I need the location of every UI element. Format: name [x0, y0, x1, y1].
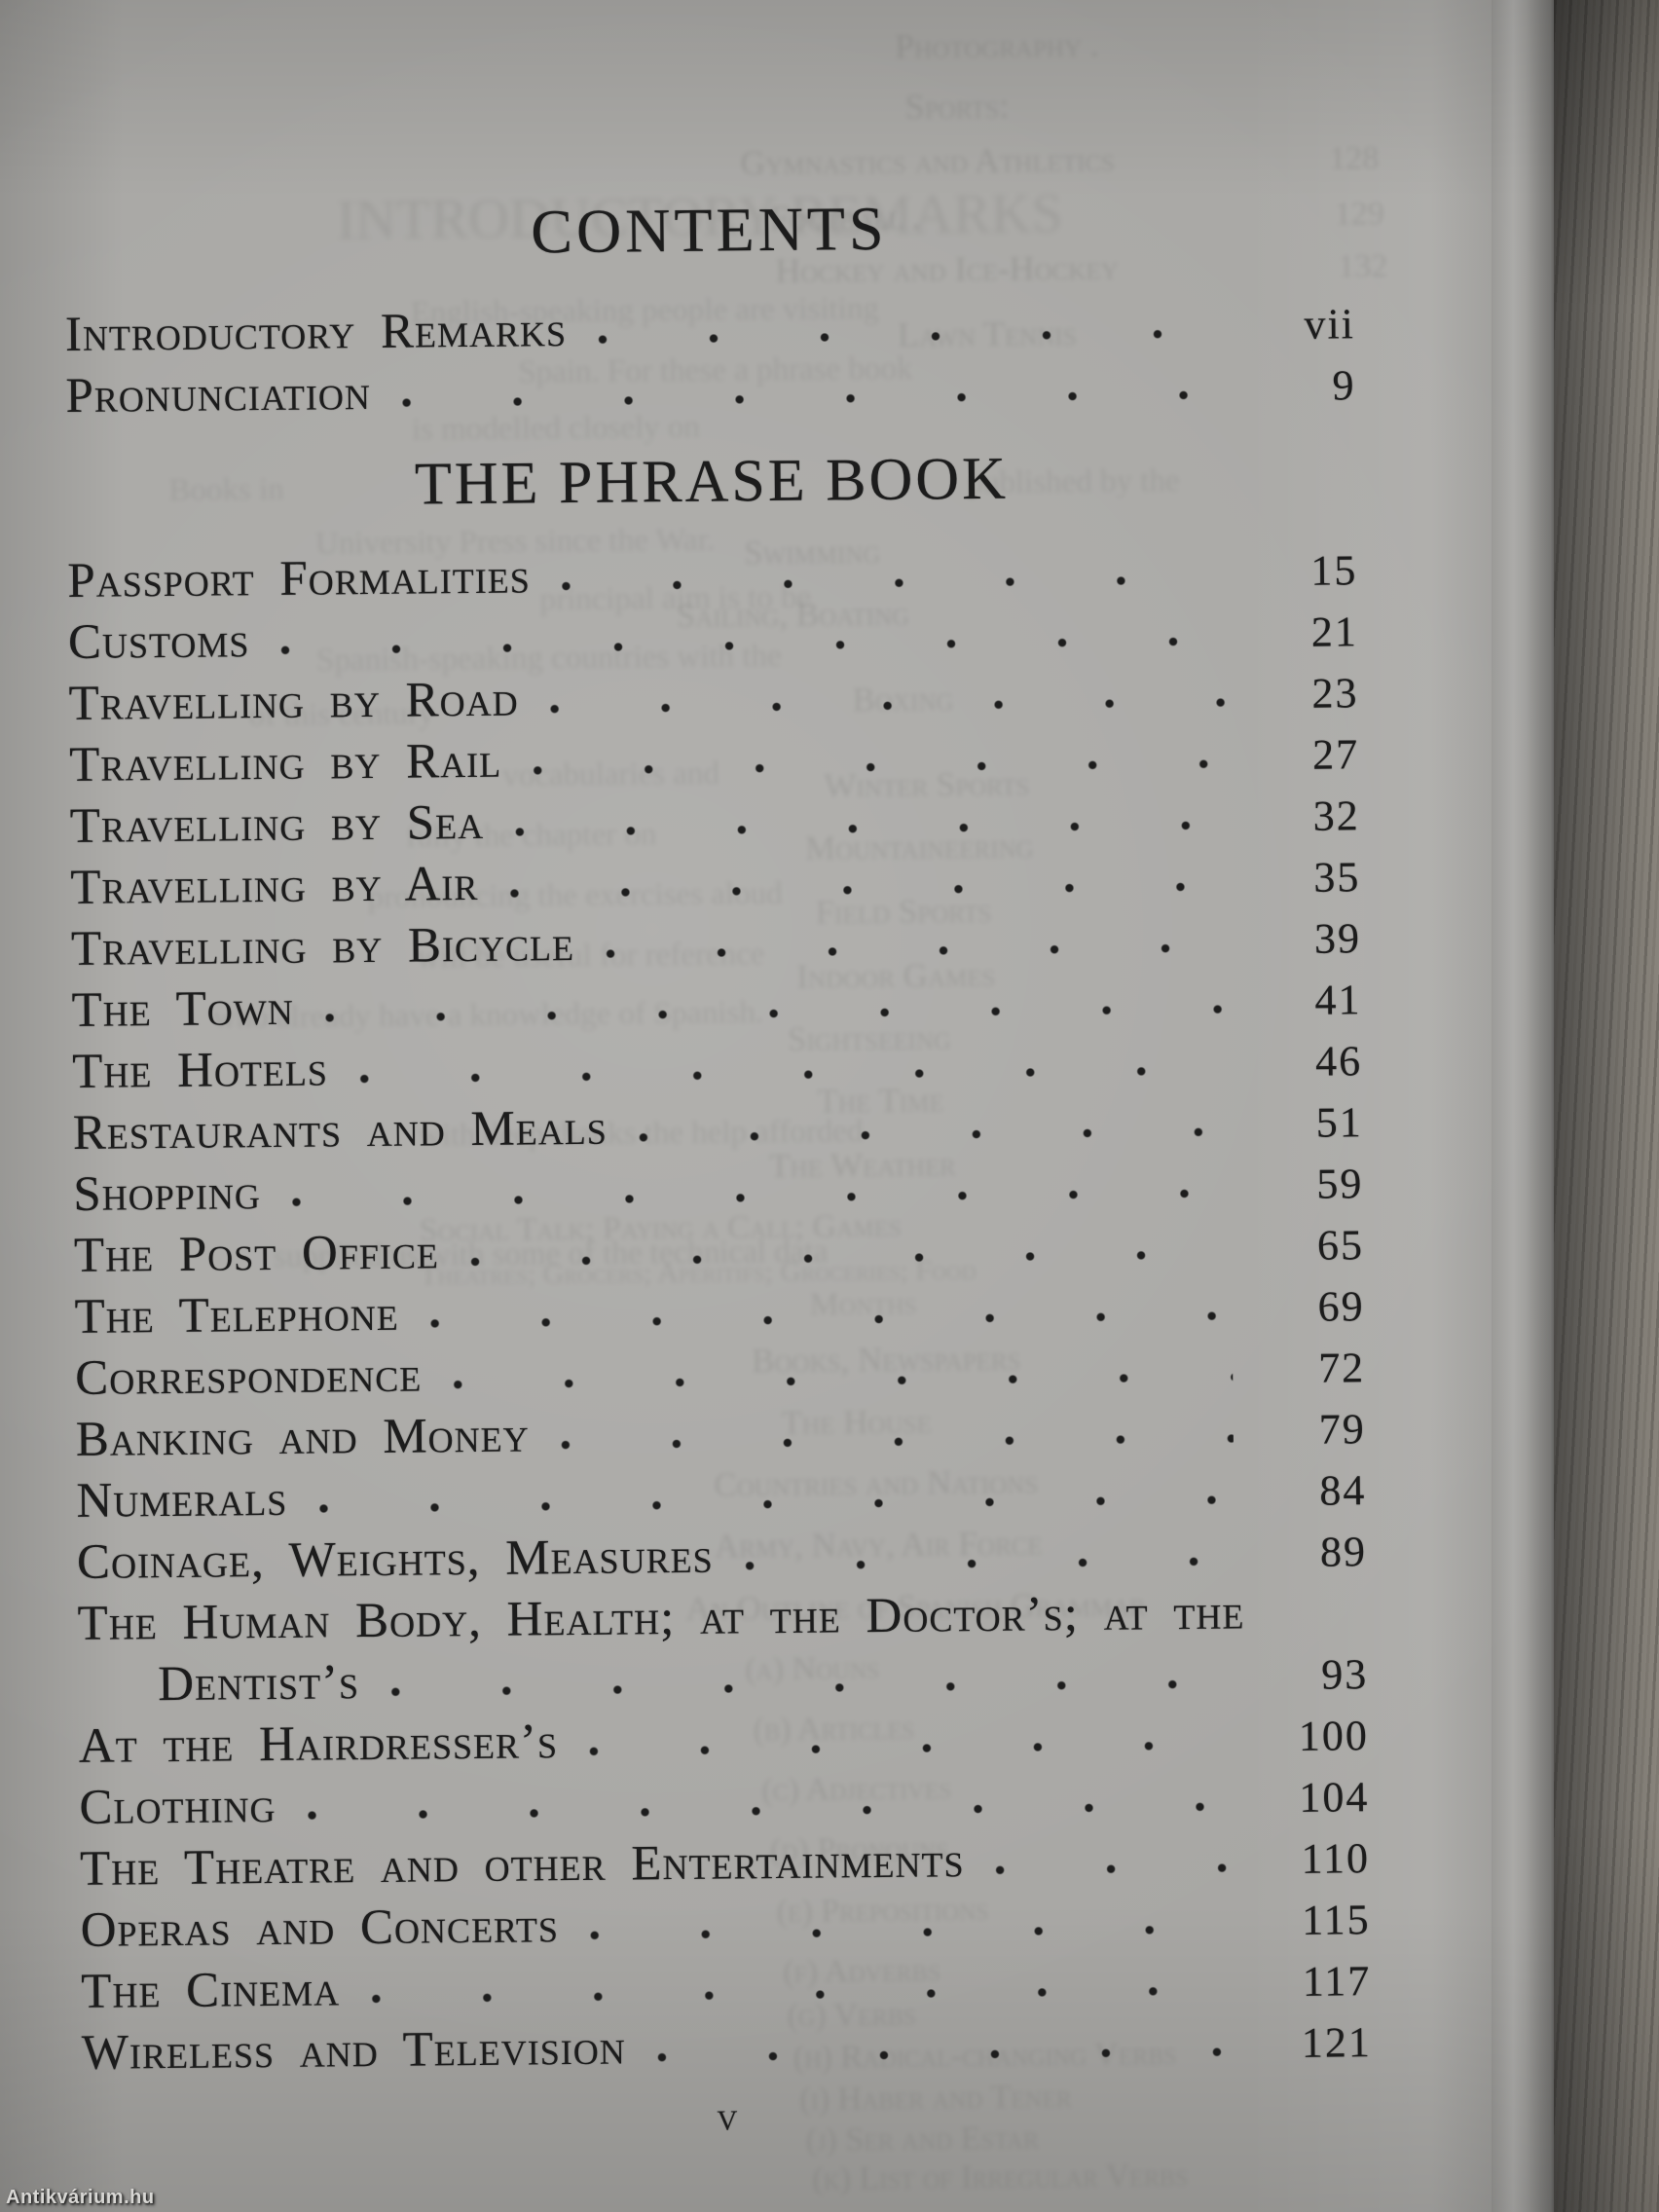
toc-entry-page-number: 59 [1316, 1160, 1364, 1208]
toc-entry-label: At the Hairdresser’s [78, 1714, 559, 1774]
toc-entry-page-number: 21 [1310, 608, 1359, 656]
page-title: CONTENTS [530, 193, 888, 267]
toc-entry-label: Clothing [79, 1778, 276, 1835]
toc-entry-label: Passport Formalities [67, 549, 531, 608]
dot-leader [507, 878, 1229, 902]
toc-entry-row: Pronunciation 9 [65, 353, 1356, 427]
toc-entry-label: Travelling by Rail [68, 733, 502, 793]
toc-entry-label: Travelling by Sea [69, 794, 485, 854]
dot-leader [289, 1185, 1232, 1210]
toc-entry-label: The Post Office [73, 1225, 440, 1283]
toc-entry-label: Travelling by Bicycle [70, 916, 575, 977]
dot-leader [559, 571, 1226, 595]
toc-entry-page-number: 39 [1313, 914, 1362, 963]
section-heading: THE PHRASE BOOK [414, 445, 1010, 518]
toc-entry-label: The Theatre and other Entertainments [79, 1833, 965, 1897]
toc-entry-label: Pronunciation [65, 365, 372, 424]
toc-entry-page-number: 15 [1310, 546, 1358, 595]
page-tilt-wrapper: INTRODUCTORY REMARKS Photography . Sports:… [62, 0, 1388, 2212]
dot-leader [278, 633, 1227, 658]
toc-entry-page-number: 35 [1313, 853, 1361, 902]
dot-leader [654, 2044, 1239, 2066]
toc-entry-page-number: 46 [1314, 1037, 1363, 1086]
dot-leader [467, 1246, 1233, 1271]
front-matter-entries: Introductory Remarks vii Pronunciation 9 [65, 292, 1356, 427]
book-page [0, 0, 1554, 2212]
page-crease [1492, 0, 1554, 2212]
toc-entry-page-number: 51 [1315, 1098, 1363, 1147]
toc-entry-label: The Hotels [71, 1042, 329, 1099]
folio-page-number: v [717, 2094, 738, 2140]
dot-leader [603, 940, 1230, 962]
toc-entry-page-number: 41 [1314, 976, 1362, 1024]
toc-entry-page-number: 84 [1319, 1466, 1367, 1515]
toc-entry-label: Numerals [76, 1471, 288, 1529]
antikvarium-watermark: Antikvárium.hu [6, 2187, 155, 2208]
dot-leader [531, 756, 1228, 779]
dot-leader [596, 325, 1224, 348]
phrase-book-entries: Passport Formalities 15 Customs 21 Travellin… [67, 538, 1372, 2084]
toc-entry-page-number: 121 [1301, 2018, 1373, 2067]
toc-entry-label: Introductory Remarks [64, 303, 568, 362]
toc-entry-page-number: 104 [1299, 1773, 1370, 1822]
toc-entry-page-number: vii [1304, 300, 1356, 349]
contents-page: CONTENTS Introductory Remarks vii Pronunci… [62, 0, 1374, 2212]
toc-entry-label: Customs [67, 613, 250, 670]
dot-leader [356, 1062, 1231, 1088]
dot-leader [513, 817, 1228, 840]
dot-leader [558, 1430, 1234, 1454]
dot-leader [316, 1492, 1235, 1517]
dot-leader [388, 1676, 1236, 1700]
toc-entry-label: Correspondence [74, 1347, 423, 1406]
toc-entry-page-number: 117 [1302, 1957, 1372, 2006]
toc-entry-page-number: 79 [1318, 1405, 1367, 1454]
toc-entry-page-number: 32 [1312, 792, 1360, 840]
toc-entry-label: Operas and Concerts [80, 1899, 560, 1958]
toc-entry-label: Restaurants and Meals [72, 1100, 608, 1161]
toc-entry-page-number: 23 [1311, 669, 1359, 718]
toc-entry-label: Dentist’s [157, 1655, 360, 1713]
toc-entry-page-number [1297, 1627, 1367, 1628]
dot-leader [636, 1124, 1231, 1146]
toc-entry-page-number: 100 [1298, 1712, 1370, 1760]
toc-entry-label: The Human Body, Health; at the Doctor’s;… [77, 1585, 1245, 1651]
dot-leader [547, 694, 1227, 718]
toc-entry-page-number: 72 [1317, 1344, 1366, 1392]
dot-leader [993, 1860, 1238, 1878]
toc-entry-page-number: 27 [1311, 730, 1360, 779]
toc-entry-page-number: 115 [1302, 1896, 1371, 1944]
dot-leader [369, 1982, 1239, 2008]
dot-leader [399, 387, 1224, 411]
toc-entry-page-number: 69 [1317, 1282, 1365, 1331]
toc-entry-label: Travelling by Air [70, 856, 479, 915]
toc-entry-page-number: 9 [1332, 361, 1356, 410]
dot-leader [587, 1921, 1238, 1943]
dot-leader [587, 1737, 1236, 1759]
toc-entry-label: Shopping [73, 1165, 262, 1222]
dot-leader [451, 1369, 1234, 1393]
toc-entry-page-number: 110 [1301, 1834, 1371, 1883]
toc-entry-row: The Human Body, Health; at the Doctor’s;… [77, 1581, 1368, 1655]
toc-entry-label: Wireless and Television [81, 2020, 626, 2081]
toc-entry-page-number: 65 [1316, 1221, 1365, 1270]
toc-entry-page-number: 89 [1319, 1528, 1368, 1576]
dot-leader [427, 1308, 1233, 1332]
toc-entry-label: The Telephone [74, 1286, 399, 1345]
toc-entry-page-number: 93 [1320, 1650, 1369, 1699]
toc-entry-label: The Town [71, 980, 294, 1038]
dot-leader [322, 1001, 1230, 1026]
toc-entry-label: Banking and Money [75, 1408, 530, 1467]
toc-entry-row: Wireless and Television 121 [82, 2010, 1373, 2084]
toc-entry-label: Travelling by Road [68, 672, 519, 731]
toc-entry-label: The Cinema [80, 1962, 341, 2019]
toc-entry-label: Coinage, Weights, Measures [76, 1529, 714, 1590]
dot-leader [742, 1553, 1235, 1574]
dot-leader [305, 1798, 1237, 1824]
wood-page-edge [1554, 0, 1659, 2212]
